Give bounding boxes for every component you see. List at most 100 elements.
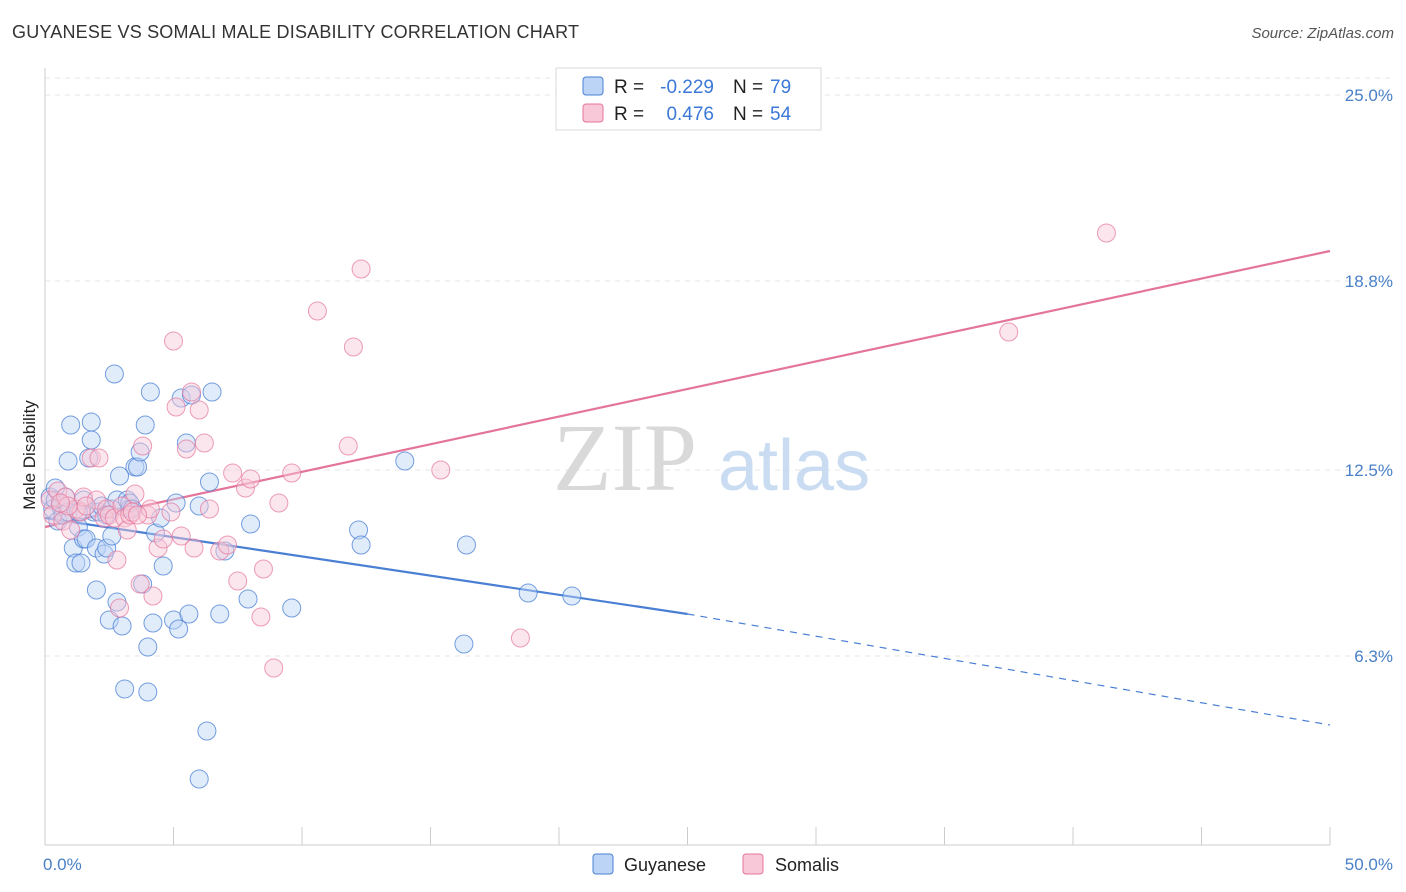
y-tick-label-3: 25.0%	[1345, 86, 1393, 105]
point-somalis-62	[50, 493, 70, 513]
series-somalis-points	[40, 223, 1116, 678]
point-somalis-7	[71, 502, 91, 522]
point-somalis-51	[351, 259, 371, 279]
legend-n-label-somalis: N =	[733, 104, 763, 125]
legend-r-value-somalis: 0.476	[666, 104, 714, 125]
point-guyanese-67	[241, 514, 261, 534]
point-guyanese-7	[58, 451, 78, 471]
point-guyanese-35	[115, 679, 135, 699]
point-somalis-57	[76, 496, 96, 516]
point-somalis-45	[253, 559, 273, 579]
point-somalis-43	[241, 469, 261, 489]
legend-n-label-guyanese: N =	[733, 77, 763, 98]
point-guyanese-9	[61, 415, 81, 435]
tick-labels: 6.3% 12.5% 18.8% 25.0% 0.0% 50.0%	[43, 86, 1393, 874]
point-somalis-36	[194, 433, 214, 453]
chart-title: GUYANESE VS SOMALI MALE DISABILITY CORRE…	[12, 22, 580, 42]
point-somalis-18	[115, 508, 135, 528]
point-somalis-30	[164, 331, 183, 351]
series-legend: Guyanese Somalis	[592, 853, 839, 875]
point-somalis-38	[210, 541, 230, 561]
point-guyanese-57	[179, 604, 199, 624]
point-guyanese-21	[86, 538, 106, 558]
point-somalis-15	[104, 508, 124, 528]
point-guyanese-64	[210, 604, 230, 624]
point-guyanese-19	[81, 412, 101, 432]
point-somalis-39	[217, 535, 237, 555]
point-somalis-22	[125, 484, 145, 504]
point-somalis-2	[48, 481, 68, 501]
point-somalis-37	[199, 499, 219, 519]
point-somalis-16	[107, 550, 127, 570]
watermark-zip: ZIP	[553, 404, 697, 511]
point-somalis-40	[223, 463, 243, 483]
point-somalis-31	[166, 397, 186, 417]
point-guyanese-48	[143, 613, 163, 633]
point-guyanese-62	[199, 472, 219, 492]
legend-n-value-guyanese: 79	[770, 77, 791, 98]
point-guyanese-41	[128, 457, 148, 477]
point-guyanese-70	[351, 535, 371, 555]
point-somalis-29	[153, 529, 173, 549]
point-somalis-28	[148, 538, 168, 558]
y-tick-label-0: 6.3%	[1354, 647, 1393, 666]
point-somalis-24	[133, 436, 153, 456]
y-axis-title: Male Disability	[20, 400, 39, 510]
point-somalis-53	[510, 628, 530, 648]
legend-swatch-somalis	[582, 103, 604, 123]
point-guyanese-72	[454, 634, 474, 654]
point-guyanese-51	[153, 556, 173, 576]
point-guyanese-11	[66, 553, 86, 573]
point-somalis-33	[176, 439, 196, 459]
point-guyanese-53	[166, 493, 186, 513]
bottom-legend-swatch-guyanese	[592, 853, 614, 875]
point-guyanese-54	[169, 619, 189, 639]
watermark-atlas: atlas	[718, 426, 870, 506]
point-guyanese-74	[518, 583, 538, 603]
point-somalis-27	[143, 586, 163, 606]
point-guyanese-71	[395, 451, 415, 471]
point-somalis-52	[431, 460, 451, 480]
bottom-legend-label-somalis: Somalis	[775, 855, 839, 875]
point-somalis-63	[161, 502, 181, 522]
point-guyanese-22	[86, 580, 106, 600]
point-somalis-11	[89, 448, 109, 468]
point-somalis-55	[1096, 223, 1116, 243]
legend-n-value-somalis: 54	[770, 104, 792, 125]
point-somalis-26	[140, 499, 160, 519]
point-guyanese-68	[282, 598, 302, 618]
point-somalis-34	[181, 382, 201, 402]
point-guyanese-33	[110, 466, 130, 486]
point-somalis-9	[81, 448, 101, 468]
point-guyanese-63	[202, 382, 222, 402]
chart-source: Source: ZipAtlas.com	[1251, 25, 1394, 42]
point-somalis-54	[999, 322, 1019, 342]
point-guyanese-61	[197, 721, 217, 741]
point-somalis-47	[269, 493, 289, 513]
point-guyanese-45	[138, 682, 158, 702]
point-somalis-49	[307, 301, 327, 321]
bottom-legend-swatch-somalis	[742, 853, 764, 875]
point-guyanese-73	[456, 535, 476, 555]
point-guyanese-59	[189, 769, 209, 789]
point-somalis-35	[189, 400, 209, 420]
legend-r-value-guyanese: -0.229	[660, 77, 714, 98]
legend-r-label-guyanese: R =	[614, 77, 644, 98]
point-somalis-23	[130, 574, 150, 594]
x-tick-label-1: 50.0%	[1345, 855, 1393, 874]
point-guyanese-46	[138, 637, 158, 657]
point-somalis-41	[228, 571, 248, 591]
point-somalis-61	[128, 505, 148, 525]
point-guyanese-69	[349, 520, 369, 540]
axes	[44, 68, 1331, 846]
point-somalis-5	[61, 520, 81, 540]
legend-r-label-somalis: R =	[614, 104, 644, 125]
point-somalis-19	[117, 520, 137, 540]
legend-swatch-guyanese	[582, 76, 604, 96]
point-guyanese-49	[146, 523, 166, 543]
point-guyanese-75	[562, 586, 582, 606]
point-guyanese-44	[135, 415, 155, 435]
grid-lines	[45, 77, 1395, 657]
point-somalis-50	[343, 337, 363, 357]
